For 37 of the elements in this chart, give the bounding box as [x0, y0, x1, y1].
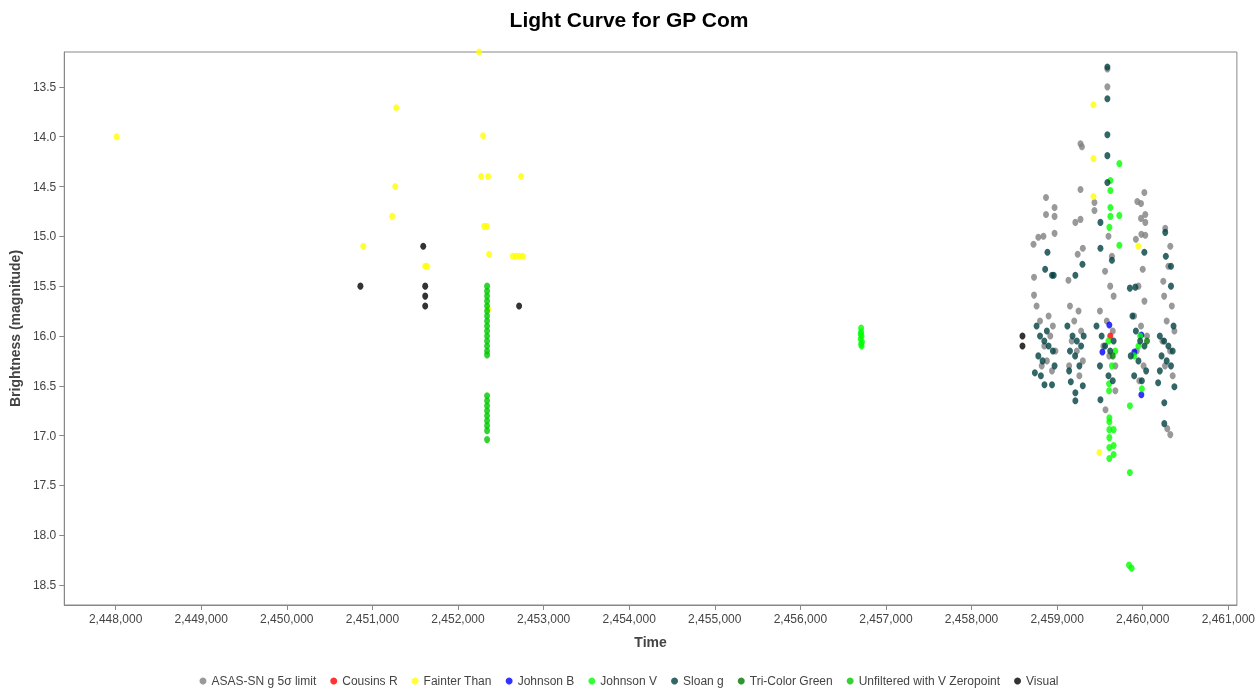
- legend-label: Sloan g: [683, 674, 724, 688]
- x-tick-label: 2,454,000: [602, 612, 657, 626]
- x-tick-label: 2,455,000: [688, 612, 742, 626]
- legend-label: Cousins R: [342, 674, 398, 688]
- y-tick-label: 14.0: [32, 129, 57, 144]
- x-tick-label: 2,458,000: [944, 612, 999, 626]
- x-tick-label: 2,460,000: [1116, 612, 1170, 626]
- legend-label: Johnson B: [517, 674, 575, 688]
- x-axis-title: Time: [634, 634, 667, 650]
- x-tick-label: 2,448,000: [88, 612, 143, 626]
- legend-label: Unfiltered with V Zeropoint: [858, 674, 1001, 688]
- x-tick-label: 2,453,000: [516, 612, 571, 626]
- y-tick-label: 13.5: [32, 79, 57, 94]
- x-tick-label: 2,456,000: [773, 612, 828, 626]
- x-tick-label: 2,457,000: [859, 612, 913, 626]
- y-tick-label: 18.0: [32, 528, 57, 543]
- y-axis-title: Brightness (magnitude): [7, 249, 23, 408]
- y-tick-label: 14.5: [32, 179, 57, 194]
- y-tick-label: 17.5: [32, 478, 57, 493]
- legend-label: Johnson V: [600, 674, 658, 688]
- y-tick-label: 16.0: [32, 328, 57, 343]
- chart-title: Light Curve for GP Com: [509, 8, 749, 31]
- y-tick-label: 15.0: [32, 229, 57, 244]
- y-tick-label: 18.5: [32, 578, 57, 593]
- legend-label: Visual: [1026, 674, 1059, 688]
- y-tick-label: 16.5: [32, 378, 57, 393]
- y-tick-label: 15.5: [32, 279, 57, 294]
- x-tick-label: 2,450,000: [260, 612, 314, 626]
- x-tick-label: 2,452,000: [431, 612, 485, 626]
- legend-label: Fainter Than: [423, 674, 492, 688]
- y-tick-label: 17.0: [32, 428, 57, 443]
- x-tick-label: 2,449,000: [174, 612, 229, 626]
- legend-label: Tri-Color Green: [749, 674, 833, 688]
- x-tick-label: 2,451,000: [345, 612, 400, 626]
- legend-label: ASAS-SN g 5σ limit: [211, 674, 317, 688]
- x-tick-label: 2,459,000: [1030, 612, 1085, 626]
- x-tick-label: 2,461,000: [1201, 612, 1256, 626]
